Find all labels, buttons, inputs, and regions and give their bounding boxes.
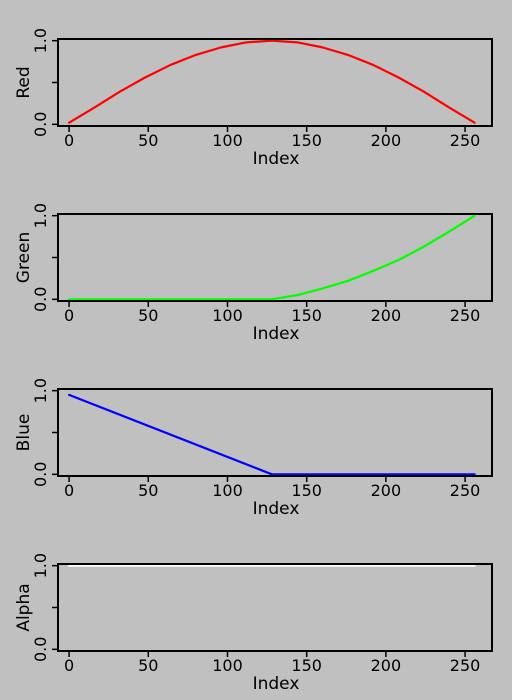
blue-x-axis-label: Index — [253, 499, 300, 519]
red-x-tick-label: 0 — [64, 131, 74, 150]
red-x-tick-label: 50 — [138, 131, 158, 150]
green-x-tick-label: 0 — [64, 306, 74, 325]
green-x-axis-label: Index — [253, 324, 300, 344]
alpha-x-tick-label: 100 — [212, 656, 243, 675]
alpha-x-tick-label: 150 — [291, 656, 322, 675]
red-x-tick-label: 250 — [450, 131, 481, 150]
alpha-y-tick-label: 1.0 — [31, 553, 50, 578]
panel-green: 0 50 100 150 200 250 0.0 1.0 Index Green — [14, 203, 492, 344]
red-x-tick-label: 150 — [291, 131, 322, 150]
blue-y-tick-label: 1.0 — [31, 378, 50, 403]
red-y-tick-label: 1.0 — [31, 28, 50, 53]
green-x-tick-label: 150 — [291, 306, 322, 325]
red-x-tick-label: 100 — [212, 131, 243, 150]
green-x-tick-label: 200 — [371, 306, 402, 325]
green-x-tick-label: 100 — [212, 306, 243, 325]
red-y-tick-label: 0.0 — [31, 112, 50, 137]
green-series-line — [69, 216, 474, 300]
alpha-y-axis-label: Alpha — [14, 583, 34, 631]
red-x-axis-label: Index — [253, 149, 300, 169]
alpha-x-axis-label: Index — [253, 674, 300, 694]
panel-red: 0 50 100 150 200 250 0.0 1.0 Index Red — [14, 28, 492, 169]
blue-x-tick-label: 250 — [450, 481, 481, 500]
blue-x-tick-label: 0 — [64, 481, 74, 500]
blue-x-tick-label: 150 — [291, 481, 322, 500]
green-plot-frame — [58, 214, 492, 301]
alpha-plot-frame — [58, 564, 492, 651]
red-series-line — [69, 41, 474, 123]
red-y-axis-label: Red — [14, 66, 34, 98]
blue-y-axis-label: Blue — [14, 414, 34, 452]
blue-series-line — [69, 395, 474, 474]
green-x-tick-label: 250 — [450, 306, 481, 325]
alpha-y-tick-label: 0.0 — [31, 637, 50, 662]
red-plot-frame — [58, 39, 492, 126]
alpha-x-tick-label: 250 — [450, 656, 481, 675]
alpha-x-tick-label: 50 — [138, 656, 158, 675]
green-y-axis-label: Green — [14, 232, 34, 283]
blue-plot-frame — [58, 389, 492, 476]
green-y-tick-label: 0.0 — [31, 287, 50, 312]
blue-x-tick-label: 100 — [212, 481, 243, 500]
blue-x-tick-label: 200 — [371, 481, 402, 500]
panel-blue: 0 50 100 150 200 250 0.0 1.0 Index Blue — [14, 378, 492, 519]
green-x-tick-label: 50 — [138, 306, 158, 325]
alpha-x-tick-label: 0 — [64, 656, 74, 675]
red-x-tick-label: 200 — [371, 131, 402, 150]
blue-y-tick-label: 0.0 — [31, 462, 50, 487]
panel-alpha: 0 50 100 150 200 250 0.0 1.0 Index Alpha — [14, 553, 492, 694]
green-y-tick-label: 1.0 — [31, 203, 50, 228]
alpha-x-tick-label: 200 — [371, 656, 402, 675]
blue-x-tick-label: 50 — [138, 481, 158, 500]
